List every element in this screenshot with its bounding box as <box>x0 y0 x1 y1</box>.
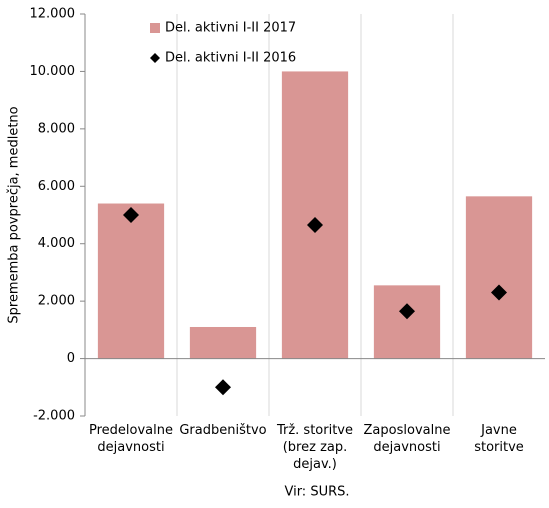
x-tick-label: Trž. storitve (brez zap. dejav.) <box>276 423 353 472</box>
bar <box>465 196 533 359</box>
bar <box>189 326 257 359</box>
bar <box>97 203 165 359</box>
legend-label: Del. aktivni I-II 2017 <box>165 21 296 36</box>
diamond-marker <box>307 217 323 234</box>
y-tick-label: 6.000 <box>38 179 75 194</box>
legend-swatch <box>150 53 160 63</box>
x-tick-label: Gradbeništvo <box>179 423 266 438</box>
bar <box>373 285 441 359</box>
diamond-marker <box>491 284 507 301</box>
y-tick-label: 12.000 <box>30 7 76 22</box>
diamond-marker <box>399 303 415 320</box>
x-tick-label: Predelovalne dejavnosti <box>89 423 173 455</box>
diamond-marker <box>215 379 231 396</box>
bar <box>281 71 349 359</box>
y-tick-label: 8.000 <box>38 121 75 136</box>
y-tick-label: 10.000 <box>30 64 76 79</box>
y-tick-label: 0 <box>67 351 75 366</box>
y-axis-label: Sprememba povprečja, medletno <box>7 106 22 323</box>
y-tick-label: 4.000 <box>38 236 75 251</box>
x-tick-label: Zaposlovalne dejavnosti <box>364 423 451 455</box>
legend-label: Del. aktivni I-II 2016 <box>165 51 296 66</box>
legend-swatch <box>150 23 160 33</box>
y-tick-label: -2.000 <box>33 409 75 424</box>
y-tick-label: 2.000 <box>38 294 75 309</box>
diamond-marker <box>123 207 139 223</box>
source: Vir: SURS. <box>284 485 349 500</box>
x-tick-label: Javne storitve <box>474 423 524 455</box>
